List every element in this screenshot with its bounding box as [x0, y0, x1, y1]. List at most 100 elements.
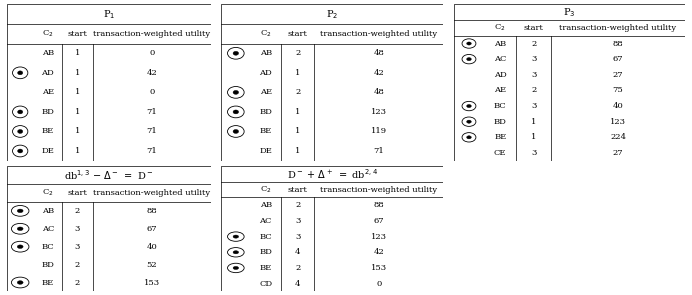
Text: AC: AC	[42, 225, 54, 233]
Circle shape	[233, 251, 239, 254]
Text: transaction-weighted utility: transaction-weighted utility	[93, 30, 210, 38]
Text: start: start	[288, 186, 308, 194]
Text: 123: 123	[371, 233, 387, 241]
Text: P$_2$: P$_2$	[326, 8, 338, 21]
Text: BD: BD	[260, 248, 272, 256]
Text: BC: BC	[260, 233, 272, 241]
Text: 123: 123	[371, 108, 387, 116]
Text: DE: DE	[260, 147, 272, 155]
Text: C$_2$: C$_2$	[260, 29, 271, 39]
Text: 3: 3	[531, 149, 536, 157]
Text: BD: BD	[42, 260, 54, 268]
Text: start: start	[67, 189, 87, 197]
Circle shape	[233, 235, 239, 238]
Text: 1: 1	[295, 108, 300, 116]
Text: 2: 2	[295, 201, 300, 209]
Text: BE: BE	[494, 133, 507, 141]
Text: AB: AB	[260, 201, 272, 209]
Text: 153: 153	[144, 278, 160, 286]
Text: C$_2$: C$_2$	[42, 29, 53, 39]
Text: AB: AB	[260, 49, 272, 57]
Text: start: start	[288, 30, 308, 38]
Text: 1: 1	[75, 69, 80, 77]
Text: 2: 2	[531, 86, 536, 94]
Text: AD: AD	[42, 69, 54, 77]
Text: BE: BE	[260, 127, 272, 135]
Text: 1: 1	[75, 49, 80, 57]
Text: AB: AB	[42, 207, 54, 215]
Text: 0: 0	[149, 49, 154, 57]
Text: 75: 75	[612, 86, 623, 94]
Text: DE: DE	[42, 147, 54, 155]
Text: 3: 3	[75, 225, 80, 233]
Text: 2: 2	[295, 49, 300, 57]
Circle shape	[17, 281, 23, 284]
Text: BC: BC	[494, 102, 507, 110]
Text: 67: 67	[374, 217, 384, 225]
Text: AB: AB	[42, 49, 54, 57]
Text: AD: AD	[260, 69, 272, 77]
Text: 1: 1	[531, 118, 536, 126]
Circle shape	[466, 104, 471, 108]
Text: C$_2$: C$_2$	[494, 23, 506, 33]
Text: AD: AD	[494, 71, 507, 79]
Text: 3: 3	[531, 71, 536, 79]
Text: 42: 42	[373, 248, 384, 256]
Text: 88: 88	[612, 40, 623, 47]
Text: 1: 1	[75, 88, 80, 96]
Circle shape	[17, 227, 23, 231]
Text: 3: 3	[295, 217, 300, 225]
Circle shape	[17, 130, 23, 133]
Text: D$^-$ $+$ $\Delta^+$ $=$ db$^{2,4}$: D$^-$ $+$ $\Delta^+$ $=$ db$^{2,4}$	[286, 167, 378, 181]
Text: BD: BD	[42, 108, 54, 116]
Text: 67: 67	[147, 225, 157, 233]
Text: start: start	[524, 24, 544, 32]
Text: AE: AE	[42, 88, 54, 96]
Text: 88: 88	[147, 207, 157, 215]
Text: 0: 0	[149, 88, 154, 96]
Text: 1: 1	[531, 133, 536, 141]
Text: P$_3$: P$_3$	[563, 6, 576, 19]
Text: 52: 52	[147, 260, 157, 268]
Text: start: start	[67, 30, 87, 38]
Text: CD: CD	[260, 280, 272, 288]
Text: transaction-weighted utility: transaction-weighted utility	[560, 24, 677, 32]
Circle shape	[17, 209, 23, 213]
Text: 48: 48	[373, 88, 384, 96]
Circle shape	[17, 71, 23, 75]
Text: 1: 1	[75, 127, 80, 135]
Text: 3: 3	[531, 55, 536, 63]
Text: BC: BC	[42, 243, 54, 251]
Circle shape	[466, 42, 471, 45]
Text: 1: 1	[295, 147, 300, 155]
Circle shape	[233, 266, 239, 270]
Text: transaction-weighted utility: transaction-weighted utility	[320, 30, 437, 38]
Text: 48: 48	[373, 49, 384, 57]
Circle shape	[466, 58, 471, 61]
Circle shape	[233, 90, 239, 94]
Circle shape	[233, 130, 239, 133]
Text: CE: CE	[494, 149, 507, 157]
Text: P$_1$: P$_1$	[103, 8, 115, 21]
Text: 1: 1	[75, 108, 80, 116]
Text: 71: 71	[147, 108, 157, 116]
Text: 3: 3	[75, 243, 80, 251]
Circle shape	[466, 136, 471, 139]
Text: 42: 42	[373, 69, 384, 77]
Text: AC: AC	[494, 55, 507, 63]
Text: 40: 40	[147, 243, 157, 251]
Text: 42: 42	[147, 69, 157, 77]
Text: 2: 2	[295, 88, 300, 96]
Text: 2: 2	[75, 207, 80, 215]
Circle shape	[466, 120, 471, 123]
Text: 0: 0	[376, 280, 381, 288]
Text: C$_2$: C$_2$	[260, 184, 271, 195]
Text: 88: 88	[373, 201, 384, 209]
Text: 40: 40	[612, 102, 623, 110]
Text: AC: AC	[260, 217, 272, 225]
Text: 71: 71	[147, 127, 157, 135]
Text: 2: 2	[75, 260, 80, 268]
Circle shape	[17, 245, 23, 248]
Circle shape	[233, 51, 239, 55]
Circle shape	[233, 110, 239, 114]
